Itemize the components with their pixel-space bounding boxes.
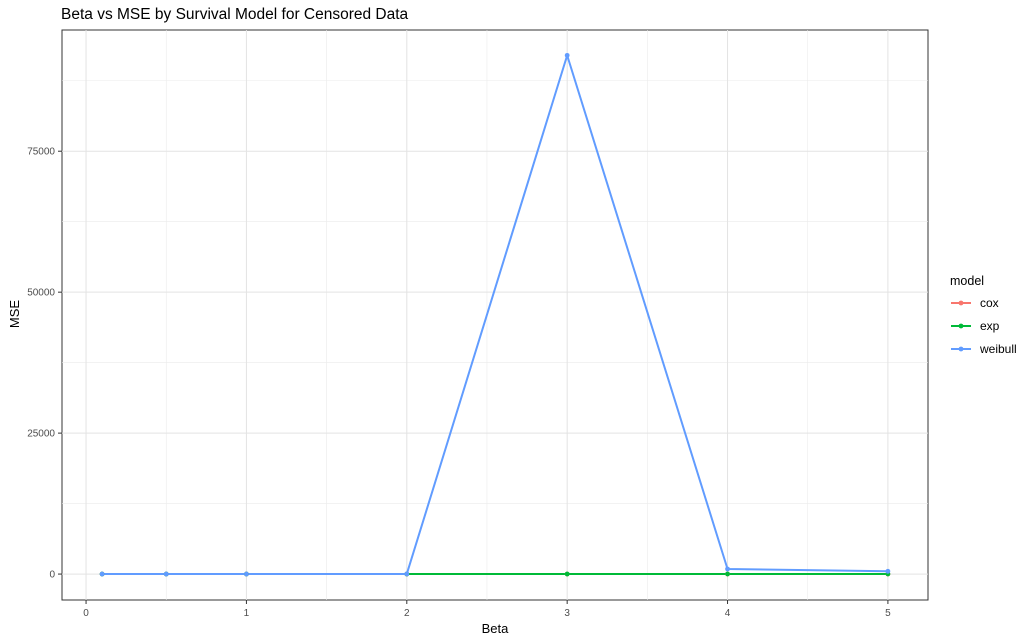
legend-label-weibull: weibull — [979, 342, 1017, 356]
y-tick-label: 50000 — [27, 288, 55, 299]
legend-key-point-cox — [958, 300, 964, 306]
data-point-exp — [564, 571, 570, 577]
data-series — [99, 52, 891, 577]
data-point-weibull — [725, 566, 730, 572]
chart-title: Beta vs MSE by Survival Model for Censor… — [61, 6, 409, 23]
legend-label-cox: cox — [980, 296, 999, 310]
data-point-exp — [725, 571, 730, 577]
x-axis-label: Beta — [482, 621, 510, 636]
data-point-weibull — [99, 571, 105, 577]
axes: 0 1 2 3 4 5 0 25000 50000 75000 — [27, 147, 891, 619]
data-point-weibull — [163, 571, 169, 577]
x-tick-label: 0 — [83, 608, 89, 619]
legend-title: model — [950, 274, 984, 288]
legend-key-point-weibull — [958, 346, 964, 352]
y-tick-label: 25000 — [27, 429, 55, 440]
legend-label-exp: exp — [980, 319, 1000, 333]
x-tick-label: 2 — [404, 608, 410, 619]
y-tick-label: 0 — [49, 570, 55, 581]
x-tick-label: 4 — [725, 608, 731, 619]
x-tick-label: 3 — [564, 608, 570, 619]
legend: model cox exp weibull — [950, 274, 1017, 356]
x-tick-label: 5 — [885, 608, 891, 619]
plot-panel — [61, 29, 929, 601]
y-tick-label: 75000 — [27, 147, 55, 158]
data-point-weibull — [244, 571, 249, 577]
data-point-weibull — [564, 52, 570, 58]
data-point-weibull — [885, 568, 891, 574]
data-point-weibull — [404, 571, 410, 577]
legend-key-point-exp — [958, 323, 964, 329]
x-tick-label: 1 — [244, 608, 250, 619]
y-axis-label: MSE — [7, 300, 22, 329]
